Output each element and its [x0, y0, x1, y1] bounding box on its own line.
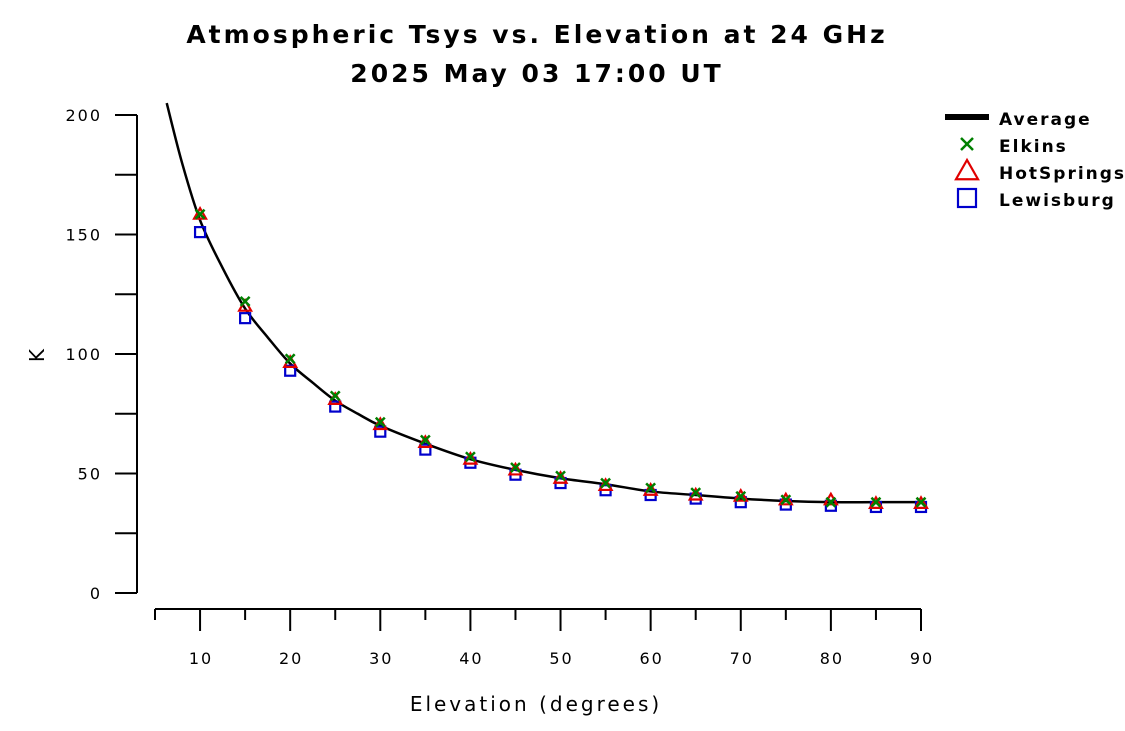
elkins-point: [465, 451, 476, 463]
elkins-point: [690, 487, 702, 499]
x-tick-label: 90: [910, 649, 934, 668]
chart-subtitle: 2025 May 03 17:00 UT: [350, 59, 723, 88]
x-tick-label: 80: [820, 649, 844, 668]
elkins-point: [239, 296, 251, 307]
elkins-point: [555, 470, 566, 482]
series-elkins: [194, 208, 927, 508]
hotsprings-point: [192, 205, 208, 220]
legend-elkins-marker: [960, 137, 974, 151]
elkins-point: [645, 482, 657, 494]
lewisburg-point: [239, 312, 252, 325]
hotsprings-point: [913, 495, 929, 509]
elkins-point: [870, 496, 882, 508]
lewisburg-point: [374, 425, 387, 438]
y-axis-label: K: [25, 346, 49, 362]
legend-elkins-label: Elkins: [999, 137, 1068, 157]
series-average-line: [165, 102, 921, 504]
hotsprings-point: [868, 495, 884, 509]
x-axis-label: Elevation (degrees): [410, 692, 662, 716]
lewisburg-point: [329, 400, 342, 413]
y-tick-label: 200: [65, 106, 102, 125]
x-tick-label: 50: [549, 649, 573, 668]
series-lewisburg: [193, 226, 928, 514]
x-axis: 10 20 30 40 50 60 70 80 90: [154, 608, 934, 668]
legend-lewisburg-label: Lewisburg: [999, 191, 1116, 211]
elkins-point: [284, 353, 296, 365]
x-tick-label: 30: [369, 649, 393, 668]
elkins-point: [510, 462, 521, 473]
elkins-point: [780, 494, 792, 506]
elkins-point: [419, 434, 431, 446]
hotsprings-point: [777, 491, 794, 506]
elkins-point: [374, 416, 386, 428]
series-hotsprings: [192, 205, 929, 509]
legend-hotsprings-label: HotSprings: [999, 164, 1125, 184]
legend-lewisburg-marker: [956, 187, 978, 209]
hotsprings-point: [732, 487, 749, 502]
x-tick-label: 10: [189, 649, 213, 668]
chart-title: Atmospheric Tsys vs. Elevation at 24 GHz: [186, 20, 887, 49]
elkins-point: [735, 490, 747, 502]
x-tick-label: 70: [730, 649, 754, 668]
elkins-point: [825, 496, 837, 508]
x-tick-label: 20: [279, 649, 303, 668]
plot-area: [165, 102, 929, 514]
x-tick-label: 60: [639, 649, 663, 668]
y-tick-label: 150: [65, 226, 102, 245]
legend-hotsprings-marker: [954, 157, 980, 181]
lewisburg-point: [284, 364, 297, 377]
elkins-point: [600, 477, 611, 489]
elkins-point: [194, 208, 206, 220]
legend: Average Elkins HotSprings Lewisburg: [945, 110, 1125, 211]
x-tick-label: 40: [459, 649, 483, 668]
y-tick-label: 0: [90, 584, 102, 603]
y-tick-label: 50: [78, 465, 102, 484]
lewisburg-point: [193, 226, 207, 239]
legend-average-label: Average: [999, 110, 1092, 130]
lewisburg-point: [419, 443, 432, 456]
elkins-point: [915, 496, 927, 508]
elkins-point: [329, 390, 341, 402]
y-tick-label: 100: [65, 345, 102, 364]
y-axis: 0 50 100 150 200: [65, 106, 138, 603]
